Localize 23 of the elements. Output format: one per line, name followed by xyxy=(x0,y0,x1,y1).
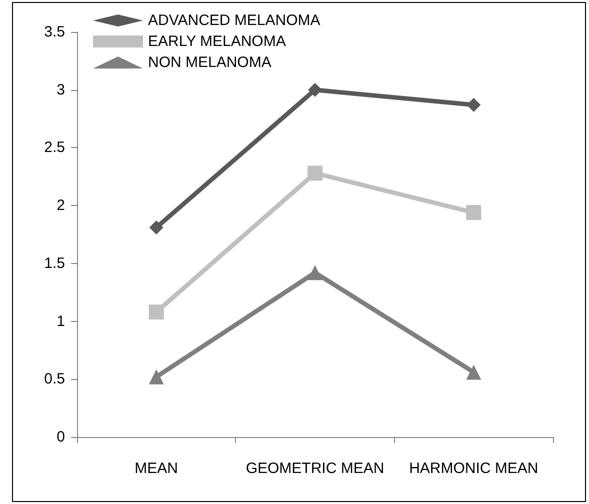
y-tick-label: 2.5 xyxy=(44,139,65,156)
y-tick-label: 0 xyxy=(56,428,65,446)
y-tick-label: 2 xyxy=(56,197,65,214)
legend-label: EARLY MELANOMA xyxy=(148,33,286,50)
point xyxy=(308,82,322,97)
y-tick-label: 0.5 xyxy=(44,370,65,388)
y-tick-label: 3 xyxy=(56,81,65,98)
point xyxy=(466,364,482,380)
point xyxy=(466,205,482,220)
point xyxy=(308,265,322,280)
y-tick-label: 1 xyxy=(56,312,65,330)
x-tick-label: GEOMETRIC MEAN xyxy=(246,460,384,477)
x-tick-label: MEAN xyxy=(134,460,178,477)
point xyxy=(148,369,164,384)
point xyxy=(149,220,164,235)
point xyxy=(308,166,322,181)
x-tick-label: HARMONIC MEAN xyxy=(409,460,538,477)
legend-label: NON MELANOMA xyxy=(148,54,272,71)
legend-label: ADVANCED MELANOMA xyxy=(148,12,320,29)
y-tick-label: 1.5 xyxy=(44,254,65,272)
point xyxy=(148,304,164,320)
y-tick-label: 3.5 xyxy=(44,24,65,40)
point xyxy=(466,98,481,112)
